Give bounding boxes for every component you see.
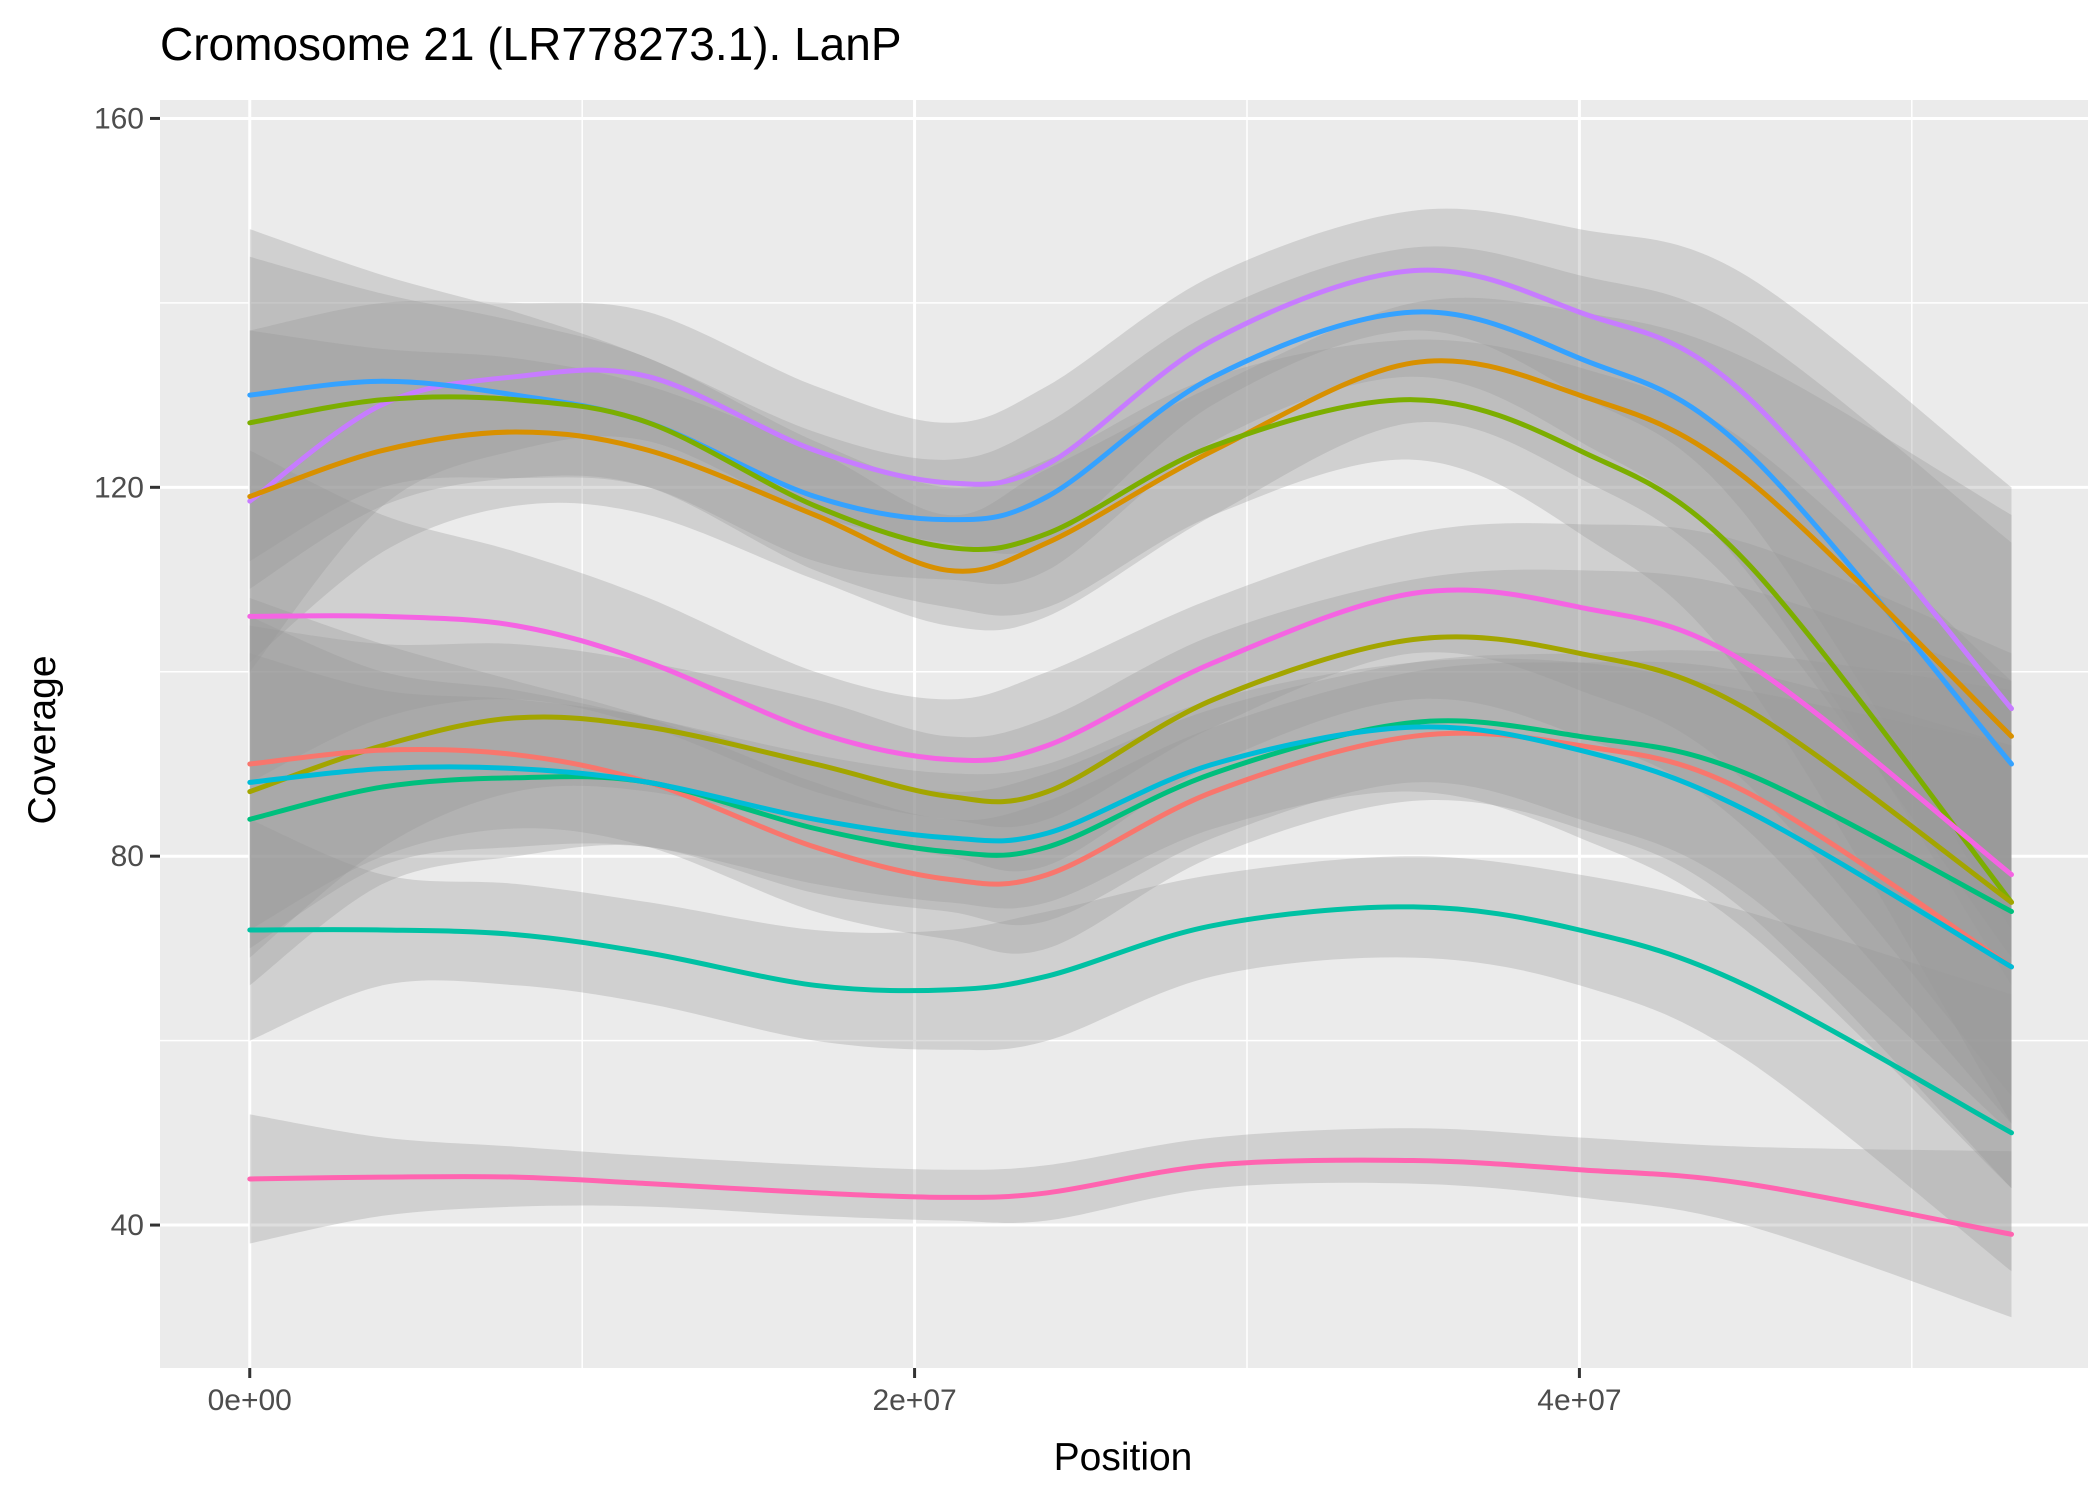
confidence-band-10 bbox=[249, 819, 2012, 1272]
series-lines bbox=[247, 267, 2014, 1237]
series-line-8 bbox=[247, 718, 2014, 914]
chart-title: Cromosome 21 (LR778273.1). LanP bbox=[160, 18, 902, 70]
y-tick-label: 120 bbox=[94, 471, 144, 504]
x-tick-label: 2e+07 bbox=[872, 1384, 956, 1417]
plot-area bbox=[160, 100, 2088, 1368]
series-line-1 bbox=[247, 267, 2014, 712]
y-axis-title: Coverage bbox=[21, 655, 64, 824]
y-tick-label: 80 bbox=[111, 840, 144, 873]
x-axis: 0e+00 2e+07 4e+07 bbox=[208, 1368, 1622, 1417]
series-line-7 bbox=[247, 730, 2014, 970]
grid-major bbox=[160, 100, 2088, 1368]
y-axis: 40 80 120 160 bbox=[94, 102, 160, 1242]
series-line-5 bbox=[247, 587, 2014, 878]
confidence-band-6 bbox=[249, 569, 2012, 1124]
series-line-3 bbox=[247, 358, 2014, 739]
series-line-11 bbox=[247, 1157, 2014, 1237]
series-line-9 bbox=[247, 724, 2014, 970]
series-line-6 bbox=[247, 634, 2014, 905]
y-tick-label: 160 bbox=[94, 102, 144, 135]
panel-background bbox=[160, 100, 2088, 1368]
confidence-band-8 bbox=[249, 650, 2012, 1133]
y-tick-label: 40 bbox=[111, 1209, 144, 1242]
series-line-2 bbox=[247, 309, 2014, 767]
series-line-10 bbox=[247, 904, 2014, 1136]
confidence-band-11 bbox=[249, 1114, 2012, 1318]
confidence-band-5 bbox=[249, 450, 2012, 1096]
x-axis-title: Position bbox=[1054, 1436, 1193, 1479]
series-line-4 bbox=[247, 394, 2014, 905]
confidence-band-4 bbox=[249, 256, 2012, 1124]
confidence-band-2 bbox=[249, 229, 2012, 986]
grid-minor bbox=[160, 100, 2088, 1368]
x-tick-label: 4e+07 bbox=[1537, 1384, 1621, 1417]
x-tick-label: 0e+00 bbox=[208, 1384, 292, 1417]
confidence-band-9 bbox=[249, 616, 2012, 1189]
